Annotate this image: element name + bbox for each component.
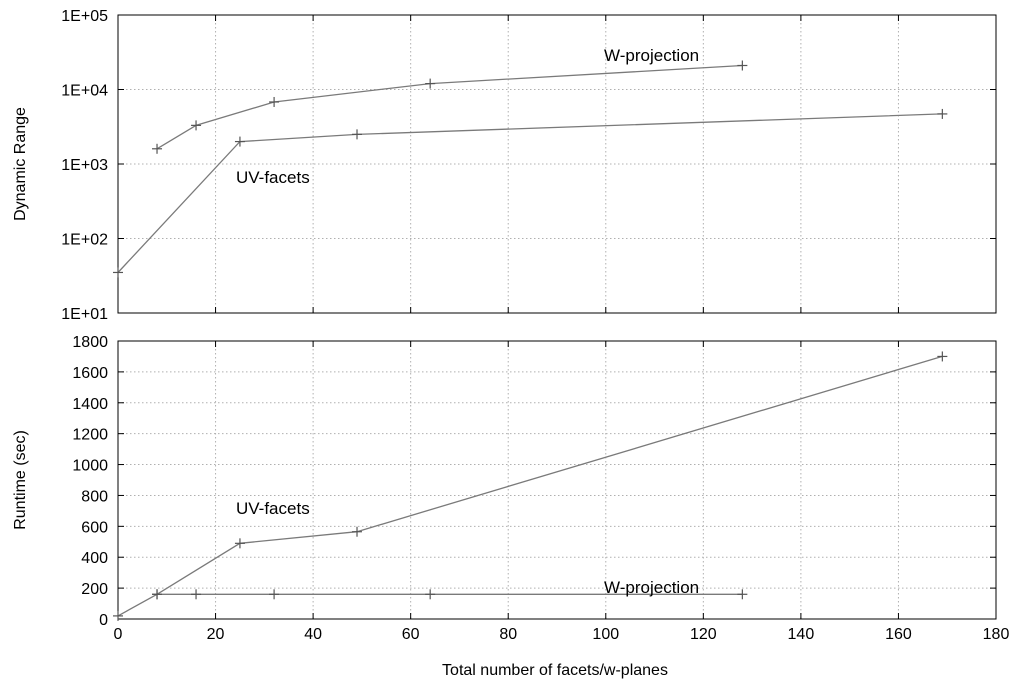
annotation-uv-facets: UV-facets bbox=[236, 499, 310, 518]
y-tick-label: 1E+02 bbox=[61, 232, 108, 249]
x-tick-label: 0 bbox=[114, 626, 123, 643]
x-axis-label: Total number of facets/w-planes bbox=[442, 662, 668, 679]
data-point-w-projection bbox=[425, 78, 436, 89]
y-tick-label: 1200 bbox=[72, 427, 108, 444]
annotation-w-projection: W-projection bbox=[604, 46, 699, 65]
plot-frame bbox=[117, 14, 997, 314]
y-tick-label: 1600 bbox=[72, 365, 108, 382]
x-tick-label: 60 bbox=[402, 626, 420, 643]
x-tick-label: 160 bbox=[885, 626, 912, 643]
data-point-uv-facets bbox=[352, 129, 363, 140]
y-tick-label: 1E+03 bbox=[61, 157, 108, 174]
series-line-uv-facets bbox=[117, 355, 943, 617]
series-line-uv-facets bbox=[117, 113, 943, 273]
x-tick-label: 140 bbox=[788, 626, 815, 643]
y-axis-label: Dynamic Range bbox=[12, 107, 29, 221]
data-point-w-projection bbox=[191, 589, 202, 600]
data-point-w-projection bbox=[152, 143, 163, 154]
x-tick-label: 40 bbox=[304, 626, 322, 643]
data-point-w-projection bbox=[269, 589, 280, 600]
x-tick-label: 80 bbox=[499, 626, 517, 643]
y-axis-label: Runtime (sec) bbox=[12, 430, 29, 530]
data-point-w-projection bbox=[737, 589, 748, 600]
chart-panel-1: 1E+01 1E+02 1E+03 1E+04 1E+05 Dynamic Range W-… bbox=[12, 8, 997, 323]
annotation-uv-facets: UV-facets bbox=[236, 168, 310, 187]
data-point-w-projection bbox=[425, 589, 436, 600]
data-point-uv-facets bbox=[937, 108, 948, 119]
x-tick-label: 100 bbox=[592, 626, 619, 643]
y-tick-label: 600 bbox=[81, 519, 108, 536]
y-tick-label: 1000 bbox=[72, 458, 108, 475]
x-tick-label: 20 bbox=[207, 626, 225, 643]
annotation-w-projection: W-projection bbox=[604, 578, 699, 597]
data-point-w-projection bbox=[737, 60, 748, 71]
data-point-w-projection bbox=[269, 96, 280, 107]
chart-panel-2: 0 20 40 60 80 100 120 140 160 1800200400600800100… bbox=[12, 334, 1009, 679]
y-tick-label: 400 bbox=[81, 550, 108, 567]
data-point-w-projection bbox=[152, 589, 163, 600]
x-tick-label: 120 bbox=[690, 626, 717, 643]
plot-frame bbox=[117, 340, 997, 620]
data-point-uv-facets bbox=[113, 267, 123, 278]
y-tick-label: 1E+01 bbox=[61, 306, 108, 323]
data-point-uv-facets bbox=[937, 351, 948, 362]
x-tick-label: 180 bbox=[983, 626, 1010, 643]
data-point-uv-facets bbox=[234, 538, 245, 549]
y-tick-label: 800 bbox=[81, 488, 108, 505]
y-tick-label: 0 bbox=[99, 612, 108, 629]
y-tick-label: 1E+04 bbox=[61, 83, 108, 100]
data-point-uv-facets bbox=[113, 610, 123, 621]
data-point-uv-facets bbox=[234, 136, 245, 147]
y-tick-label: 1E+05 bbox=[61, 8, 108, 25]
data-point-uv-facets bbox=[352, 526, 363, 537]
y-tick-label: 1400 bbox=[72, 396, 108, 413]
y-tick-label: 1800 bbox=[72, 334, 108, 351]
data-point-w-projection bbox=[191, 120, 202, 131]
series-line-w-projection bbox=[156, 64, 743, 150]
y-tick-label: 200 bbox=[81, 581, 108, 598]
